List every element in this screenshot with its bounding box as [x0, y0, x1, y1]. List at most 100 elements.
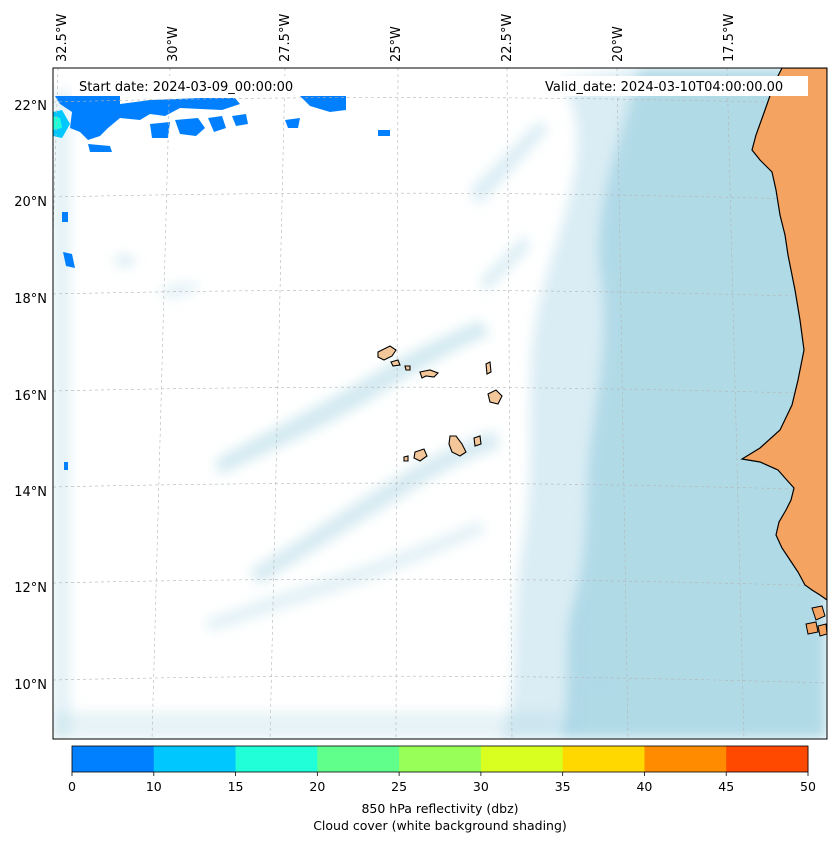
- lon-label-30w: 30°W: [166, 26, 181, 62]
- lon-label-17.5w: 17.5°W: [722, 14, 737, 62]
- lat-label-22n: 22°N: [14, 99, 47, 114]
- cloud-streak-2: [250, 430, 500, 585]
- island-boa-vista: [487, 389, 503, 405]
- colorbar-frame: [71, 745, 809, 773]
- colorbar-tick-label: 50: [800, 779, 816, 794]
- colorbar-ticks: 0 10 15 20 25 30 35 40 45 50: [68, 772, 816, 794]
- colorbar-tick-label: 25: [391, 779, 407, 794]
- island-maio: [473, 435, 482, 447]
- reflectivity-patch-w-3: [64, 462, 68, 470]
- colorbar-swatch: [72, 746, 155, 772]
- lon-label-25w: 25°W: [389, 26, 404, 62]
- reflectivity-patch-nw-8: [285, 118, 300, 128]
- island-santo-antao: [377, 345, 397, 361]
- reflectivity-patch-w-1: [62, 212, 68, 222]
- meridian-22.5w: [506, 68, 513, 739]
- land-bijagos-islands: [805, 605, 827, 637]
- colorbar-tick-label: 15: [228, 779, 244, 794]
- colorbar-swatch: [644, 746, 727, 772]
- meridian-25w: [395, 68, 399, 739]
- cloud-mass-east: [560, 68, 827, 739]
- cloud-cover-shading: [53, 68, 827, 739]
- map-frame: [52, 67, 828, 740]
- colorbar-swatch: [726, 746, 809, 772]
- cloud-streak-3: [205, 520, 485, 632]
- cloud-streak-1: [215, 320, 490, 475]
- colorbar-tick-label: 20: [309, 779, 325, 794]
- colorbar-label-line1: 850 hPa reflectivity (dbz): [361, 801, 518, 816]
- lat-label-12n: 12°N: [14, 581, 47, 596]
- colorbar-swatch: [317, 746, 400, 772]
- parallel-16n: [53, 386, 827, 395]
- reflectivity-patch-nw-3: [175, 118, 205, 136]
- reflectivity-patch-edge-core: [53, 116, 62, 130]
- colorbar: 0 10 15 20 25 30 35 40 45 50 850 hPa reflectivity…: [68, 745, 816, 833]
- island-santiago: [448, 435, 467, 457]
- lat-label-14n: 14°N: [14, 485, 47, 500]
- latitude-labels: 22°N 20°N 18°N 16°N 14°N 12°N 10°N: [14, 99, 47, 693]
- reflectivity-patch-nw-9: [378, 130, 390, 136]
- island-santa-luzia: [404, 365, 411, 371]
- colorbar-swatch: [235, 746, 318, 772]
- cloud-border-left: [53, 90, 70, 739]
- lat-label-18n: 18°N: [14, 292, 47, 307]
- reflectivity-patch-nw-6: [88, 144, 112, 152]
- colorbar-tick-label: 35: [555, 779, 571, 794]
- cloud-streak-4: [470, 120, 548, 205]
- lat-label-16n: 16°N: [14, 389, 47, 404]
- parallel-22n: [53, 97, 827, 105]
- cloud-small-2: [160, 282, 200, 298]
- lon-label-22.5w: 22.5°W: [500, 14, 515, 62]
- lat-label-20n: 20°N: [14, 195, 47, 210]
- parallel-18n: [53, 289, 827, 298]
- start-date-box: [72, 76, 310, 96]
- valid-date-label: Valid_date: 2024-03-10T04:00:00.00: [545, 80, 783, 95]
- reflectivity-patch-nw-4: [208, 116, 226, 132]
- colorbar-tick-label: 10: [146, 779, 162, 794]
- reflectivity-patch-edge: [53, 110, 70, 138]
- reflectivity-patches: [53, 96, 390, 470]
- lon-label-20w: 20°W: [611, 26, 626, 62]
- cloud-haze-east: [500, 68, 640, 739]
- lon-label-27.5w: 27.5°W: [278, 14, 293, 62]
- start-date-label: Start date: 2024-03-09_00:00:00: [79, 80, 293, 95]
- cloud-small-3: [590, 675, 611, 690]
- cloud-small-1: [115, 255, 135, 267]
- colorbar-tick-label: 0: [68, 779, 76, 794]
- lat-label-10n: 10°N: [14, 678, 47, 693]
- colorbar-swatch: [562, 746, 645, 772]
- valid-date-box: [538, 76, 808, 96]
- colorbar-swatches: [72, 746, 809, 772]
- reflectivity-patch-nw-5: [150, 122, 170, 138]
- meridian-27.5w: [269, 68, 286, 739]
- parallel-10n: [53, 675, 827, 684]
- colorbar-tick-label: 45: [718, 779, 734, 794]
- colorbar-swatch: [480, 746, 564, 772]
- cloud-streak-5: [480, 235, 530, 292]
- reflectivity-patch-nw-2: [300, 96, 346, 112]
- lon-label-32.5w: 32.5°W: [55, 14, 70, 62]
- colorbar-swatch: [399, 746, 482, 772]
- cloud-border-bottom: [53, 712, 560, 739]
- meridian-30w: [151, 68, 171, 739]
- colorbar-tick-label: 40: [636, 779, 652, 794]
- cape-verde-islands: [377, 345, 503, 462]
- meridian-20w: [616, 68, 629, 739]
- colorbar-label-line2: Cloud cover (white background shading): [313, 818, 567, 833]
- reflectivity-patch-nw-7: [232, 114, 248, 126]
- parallel-14n: [53, 482, 827, 491]
- longitude-labels: 32.5°W 30°W 27.5°W 25°W 22.5°W 20°W 17.5…: [55, 14, 737, 62]
- island-sao-vicente: [390, 359, 401, 367]
- colorbar-tick-label: 30: [473, 779, 489, 794]
- reflectivity-patch-nw: [55, 96, 240, 140]
- land-west-africa: [740, 68, 827, 601]
- graticule: [53, 68, 827, 739]
- meridian-17.5w: [726, 68, 745, 739]
- parallel-20n: [53, 192, 827, 201]
- map-content: [53, 68, 827, 739]
- island-fogo: [413, 448, 428, 462]
- reflectivity-patch-w-2: [63, 252, 75, 268]
- island-sao-nicolau: [419, 369, 439, 379]
- colorbar-swatch: [153, 746, 237, 772]
